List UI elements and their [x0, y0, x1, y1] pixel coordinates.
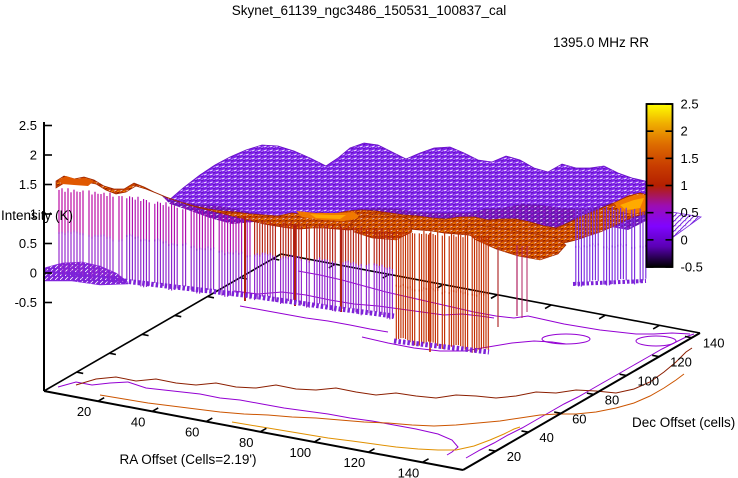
base-back-right-edge [280, 253, 701, 334]
rim-blob [465, 223, 567, 261]
legend-label: 1395.0 MHz RR [553, 35, 649, 50]
y-tick [652, 354, 660, 358]
x-mirror-tick [382, 273, 390, 279]
y-mirror-tick [174, 314, 182, 318]
colorbar-tick-label: -0.5 [681, 260, 703, 275]
y-mirror-tick [109, 352, 117, 356]
contour-path [465, 333, 695, 459]
z-tick-label: -0.5 [15, 295, 37, 310]
colorbar-tick-label: 2 [681, 124, 688, 139]
x-tick-label: 20 [77, 404, 91, 419]
y-tick [554, 411, 562, 415]
y-axis-label: Dec Offset (cells) [632, 415, 735, 430]
surface-front-curtain [58, 188, 647, 353]
x-tick-label: 80 [239, 435, 253, 450]
x-tick [367, 447, 375, 453]
y-tick-label: 40 [539, 430, 553, 445]
z-axis-label: Intensity (K) [1, 208, 73, 223]
contour-path [75, 347, 693, 399]
rim-highlight [310, 214, 346, 219]
x-tick [151, 407, 159, 413]
z-tick-label: 1 [30, 207, 37, 222]
y-tick-label: 100 [637, 374, 659, 389]
y-mirror-tick [207, 295, 215, 299]
z-tick-label: 0 [30, 266, 37, 281]
x-tick [313, 437, 321, 443]
y-tick [521, 430, 529, 433]
x-tick-label: 40 [131, 414, 145, 429]
y-tick-label: 140 [703, 336, 725, 351]
rim-highlight [620, 198, 644, 210]
y-tick-label: 60 [572, 411, 586, 426]
z-tick-label: 1.5 [19, 177, 37, 192]
contour-loop [635, 335, 677, 347]
x-tick [422, 458, 429, 464]
x-mirror-tick [490, 294, 498, 300]
colorbar-tick-label: 0.5 [681, 205, 699, 220]
x-mirror-tick [652, 324, 660, 330]
colorbar-tick-label: 2.5 [681, 97, 699, 112]
x-mirror-tick [544, 304, 552, 310]
contour-path [361, 336, 567, 352]
y-tick-label: 20 [507, 449, 521, 464]
y-tick-label: 120 [670, 355, 692, 370]
plot-title: Skynet_61139_ngc3486_150531_100837_cal [232, 3, 507, 18]
x-tick [259, 427, 267, 433]
z-tick-label: 0.5 [19, 236, 37, 251]
z-tick-label: 2 [30, 148, 37, 163]
z-tick-label: 2.5 [19, 118, 37, 133]
x-tick-label: 100 [289, 445, 311, 460]
y-tick [619, 373, 627, 377]
y-axis-line [462, 332, 701, 471]
base-back-edges [43, 253, 701, 392]
colorbar-tick-label: 1 [681, 178, 688, 193]
x-axis-line [43, 390, 464, 471]
colorbar-tick-label: 0 [681, 232, 688, 247]
y-mirror-tick [76, 371, 84, 375]
contour-path [297, 270, 691, 335]
contour-lines [57, 270, 695, 459]
curtain-bottom-edge [43, 268, 395, 319]
y-mirror-tick [272, 257, 280, 261]
x-tick-label: 140 [398, 465, 420, 478]
axes: 2040608010012014020406080100120140-0.500… [15, 118, 725, 478]
x-axis-label: RA Offset (Cells=2.19') [119, 452, 256, 467]
contour-path [99, 373, 685, 427]
curtain-bottom-edge [393, 338, 490, 355]
x-tick [97, 396, 105, 402]
surface-back-plateau [167, 142, 649, 218]
x-mirror-tick [598, 314, 606, 320]
y-tick [684, 335, 692, 339]
surface-mesh [43, 142, 703, 355]
rim-highlight [58, 176, 94, 186]
y-tick-label: 80 [605, 392, 619, 407]
x-tick-label: 120 [344, 455, 366, 470]
contour-path [239, 305, 389, 333]
contour-path [231, 421, 521, 451]
colorbar: -0.5 0 0.5 1 1.5 2 2.5 [645, 97, 703, 275]
contour-path [233, 290, 495, 319]
colorbar-tick-label: 1.5 [681, 151, 699, 166]
x-tick-label: 60 [185, 425, 199, 440]
x-tick [205, 417, 213, 423]
surface-rim-band [55, 175, 649, 246]
curtain-bottom-edge [572, 279, 647, 286]
y-tick [586, 392, 594, 396]
y-mirror-tick [141, 333, 149, 337]
contour-loop [541, 333, 591, 345]
contour-path [57, 381, 459, 456]
y-tick [488, 449, 496, 452]
